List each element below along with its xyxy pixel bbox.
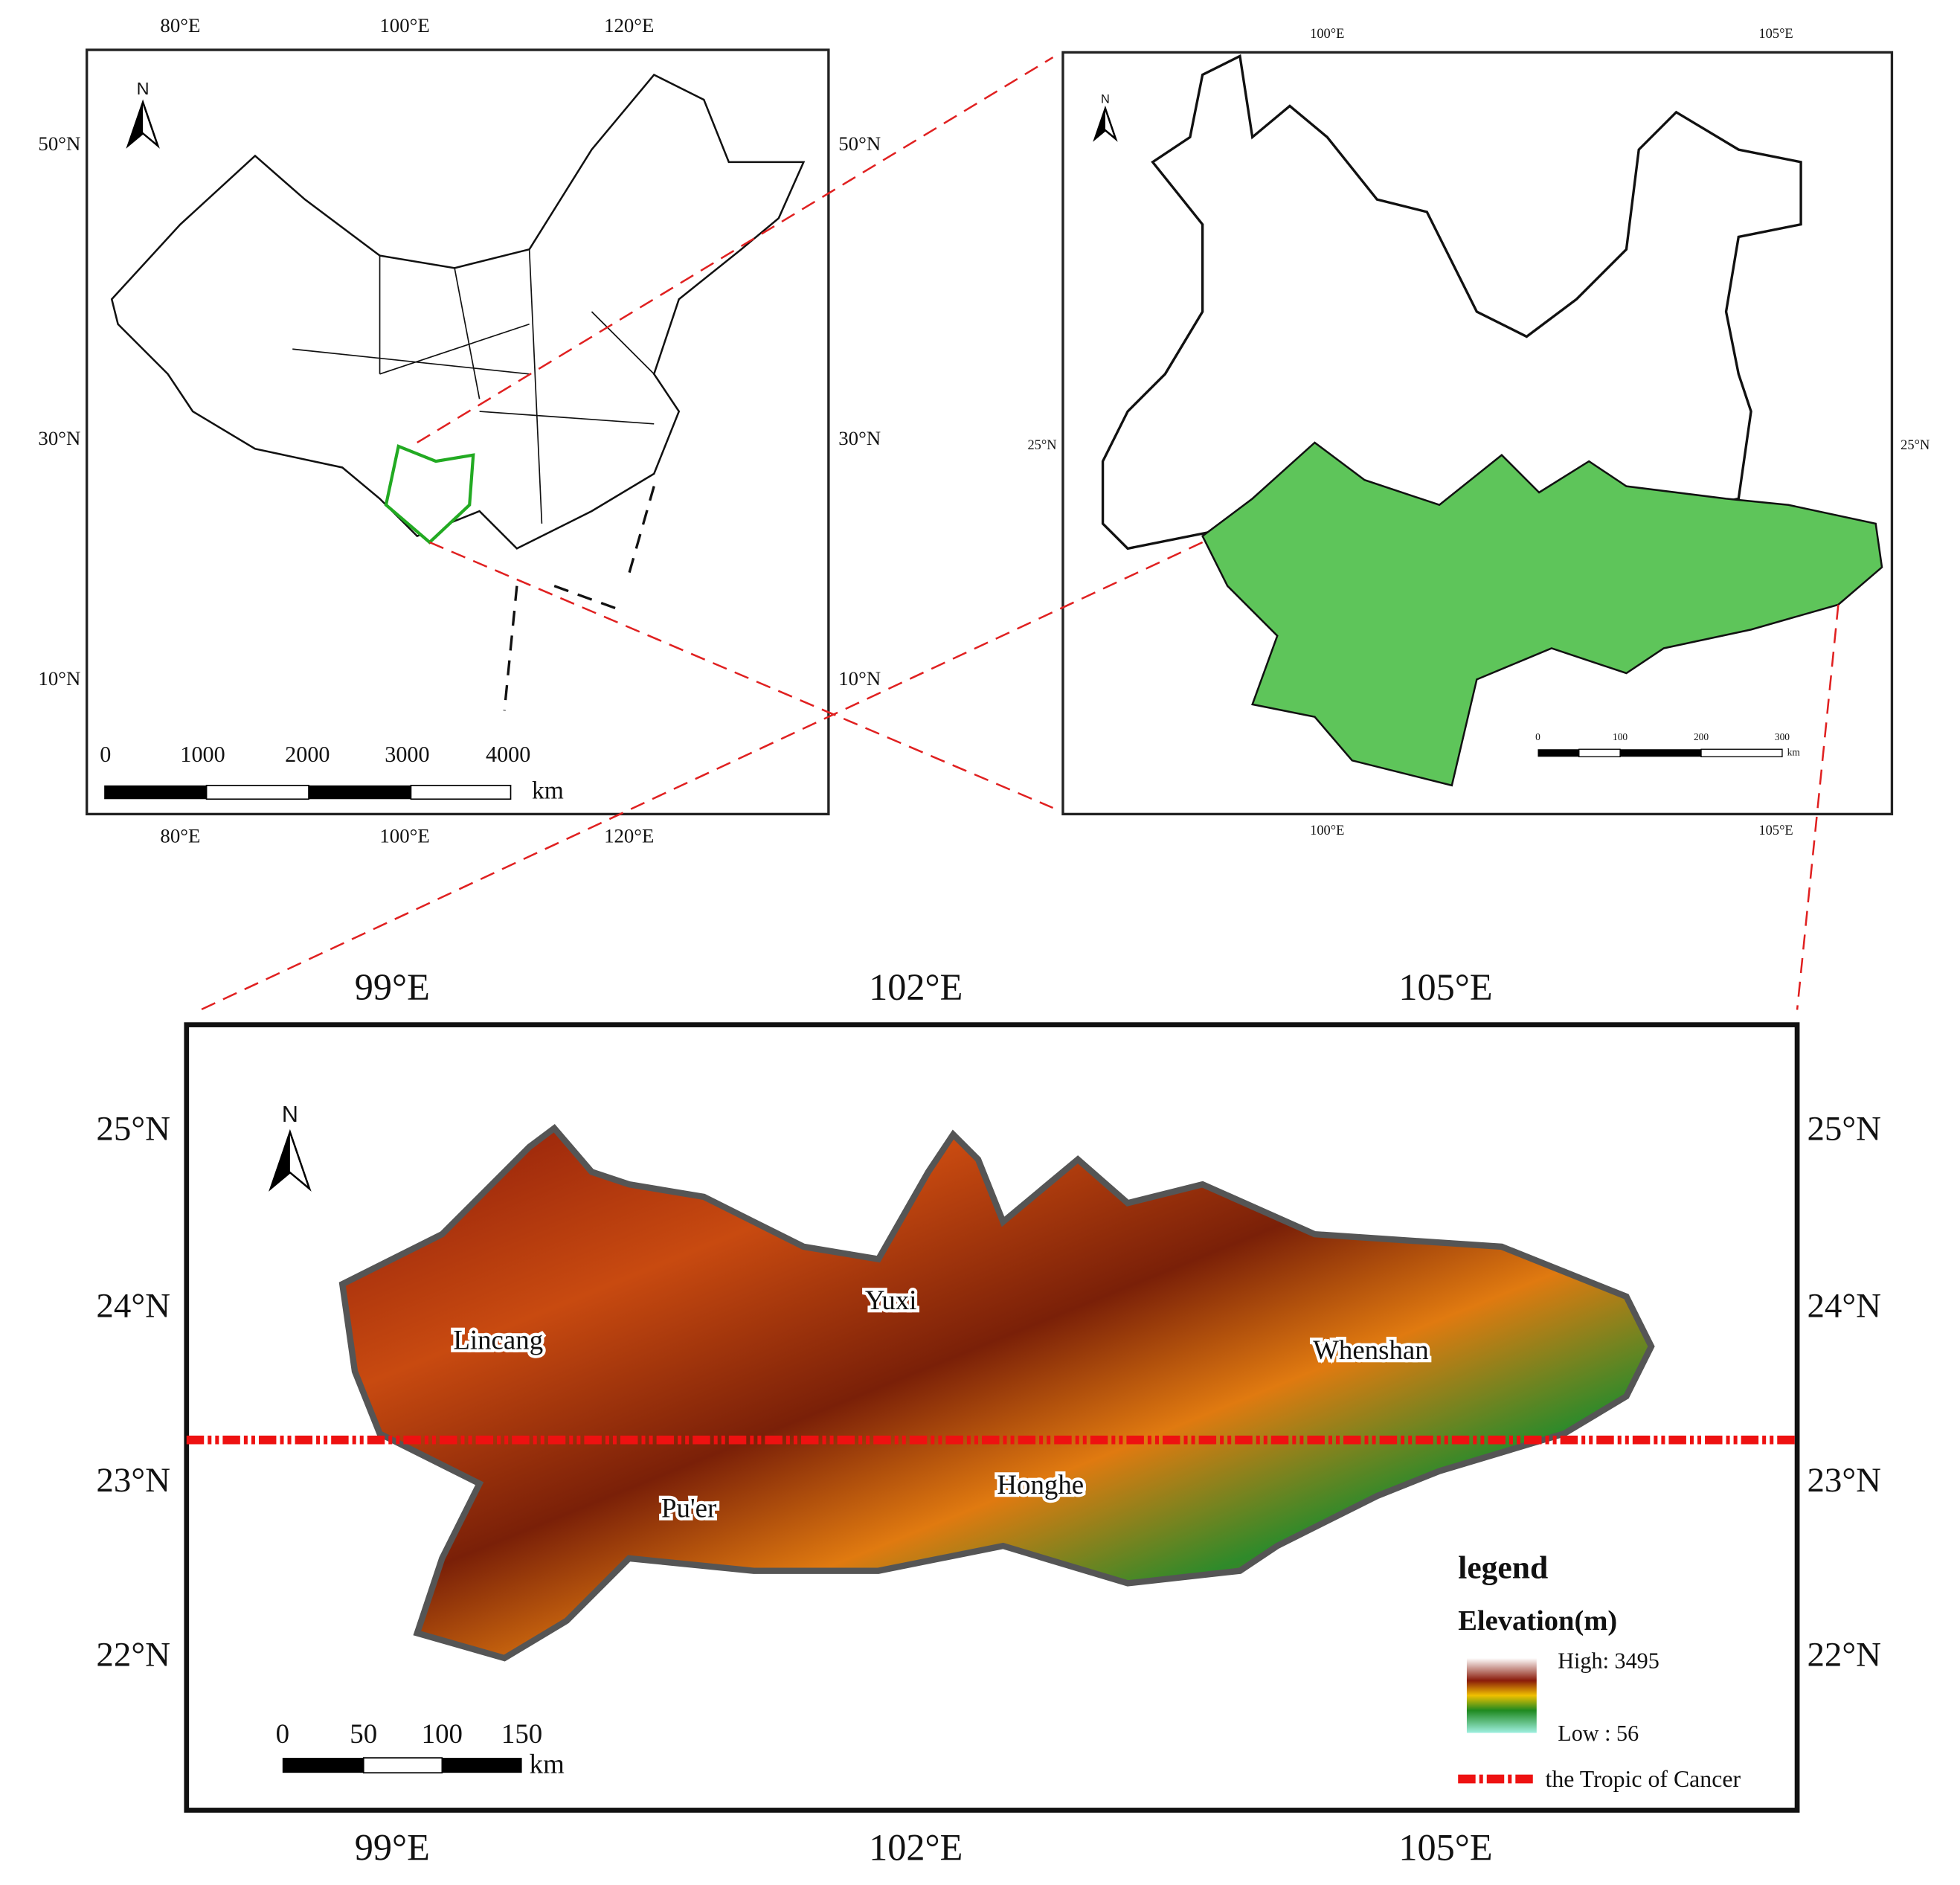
label: 0 — [276, 1718, 289, 1749]
label: Whenshan — [1313, 1335, 1429, 1365]
label: 23°N — [96, 1461, 170, 1500]
elevation-area — [338, 1124, 1655, 1662]
label: 100°E — [379, 14, 429, 36]
label: 50°N — [838, 132, 881, 155]
label: 200 — [1694, 731, 1709, 742]
label: 105°E — [1758, 823, 1793, 838]
label: N — [1101, 92, 1110, 106]
scale-bar — [1538, 748, 1783, 757]
label: 100 — [422, 1718, 463, 1749]
province-lines — [292, 249, 655, 524]
china-outline — [110, 73, 806, 550]
scale-seg — [309, 785, 411, 800]
label: 10°N — [838, 667, 881, 690]
label: 3000 — [385, 742, 429, 767]
scale-seg — [1578, 748, 1621, 757]
label: 100 — [1613, 731, 1628, 742]
label: 10°N — [38, 667, 80, 690]
scale-seg — [362, 1757, 443, 1774]
connector — [1796, 604, 1839, 1010]
label: 102°E — [869, 966, 963, 1008]
label: 22°N — [1807, 1636, 1881, 1674]
label: 24°N — [96, 1286, 170, 1325]
label: 80°E — [160, 824, 200, 847]
label: 300 — [1775, 731, 1790, 742]
scale-seg — [1538, 749, 1579, 757]
label: 50°N — [38, 132, 80, 155]
legend-ramp — [1466, 1657, 1537, 1733]
label: legend — [1458, 1550, 1548, 1586]
panel-frame — [1061, 51, 1894, 816]
label: 99°E — [355, 966, 430, 1008]
scale-seg — [104, 785, 207, 800]
label: 25°N — [1027, 437, 1056, 452]
connector-arrows — [194, 57, 1839, 1013]
yunnan-outline — [1101, 54, 1802, 550]
label: 25°N — [1807, 1110, 1881, 1149]
yunnan-highlight — [384, 444, 475, 545]
label: 25°N — [1900, 437, 1930, 452]
label: km — [1787, 746, 1801, 757]
label: Elevation(m) — [1458, 1605, 1617, 1637]
label: 120°E — [604, 824, 654, 847]
label: High: 3495 — [1558, 1648, 1659, 1674]
label: 22°N — [96, 1636, 170, 1674]
scale-seg — [1620, 749, 1702, 757]
label: 0 — [1535, 731, 1540, 742]
label: 24°N — [1807, 1286, 1881, 1325]
label: 25°N — [96, 1110, 170, 1149]
scale-seg — [282, 1758, 364, 1773]
label: km — [532, 777, 564, 805]
label: 0 — [100, 742, 111, 767]
study-area — [1201, 441, 1883, 787]
label: 30°N — [838, 427, 881, 449]
north-arrow-fill — [128, 102, 144, 147]
label: 100°E — [1310, 26, 1344, 41]
north-arrow-fill — [270, 1131, 290, 1189]
connector — [417, 57, 1054, 444]
north-arrow-fill — [1094, 108, 1105, 139]
label: 105°E — [1398, 1826, 1492, 1868]
label: 30°N — [38, 427, 80, 449]
label: 1000 — [180, 742, 225, 767]
label: Pu'er — [661, 1493, 716, 1523]
label: N — [137, 79, 150, 98]
scale-seg — [410, 784, 512, 800]
label: N — [282, 1102, 298, 1127]
label: 50 — [350, 1718, 377, 1749]
boundary-dash — [503, 486, 655, 711]
label: 105°E — [1758, 26, 1793, 41]
label: 80°E — [160, 14, 200, 36]
label: 102°E — [869, 1826, 963, 1868]
label: 120°E — [604, 14, 654, 36]
connector — [194, 541, 1204, 1013]
scale-bar — [104, 784, 512, 800]
label: the Tropic of Cancer — [1546, 1766, 1741, 1792]
label: 23°N — [1807, 1461, 1881, 1500]
label: 99°E — [355, 1826, 430, 1868]
scale-bar — [282, 1757, 522, 1774]
scale-seg — [205, 784, 309, 800]
label: 100°E — [379, 824, 429, 847]
scale-seg — [1700, 748, 1783, 757]
panel-frame — [184, 1022, 1800, 1813]
label: Lincang — [453, 1324, 543, 1355]
label: Yuxi — [865, 1285, 917, 1315]
connector — [429, 541, 1054, 809]
label: Honghe — [997, 1469, 1084, 1500]
label: km — [530, 1748, 565, 1779]
scale-seg — [442, 1758, 522, 1773]
label: 100°E — [1310, 823, 1344, 838]
label: 2000 — [285, 742, 330, 767]
label: 4000 — [486, 742, 530, 767]
label: 105°E — [1398, 966, 1492, 1008]
panel-frame — [86, 48, 830, 816]
label: 150 — [501, 1718, 542, 1749]
label: Low : 56 — [1558, 1721, 1639, 1746]
